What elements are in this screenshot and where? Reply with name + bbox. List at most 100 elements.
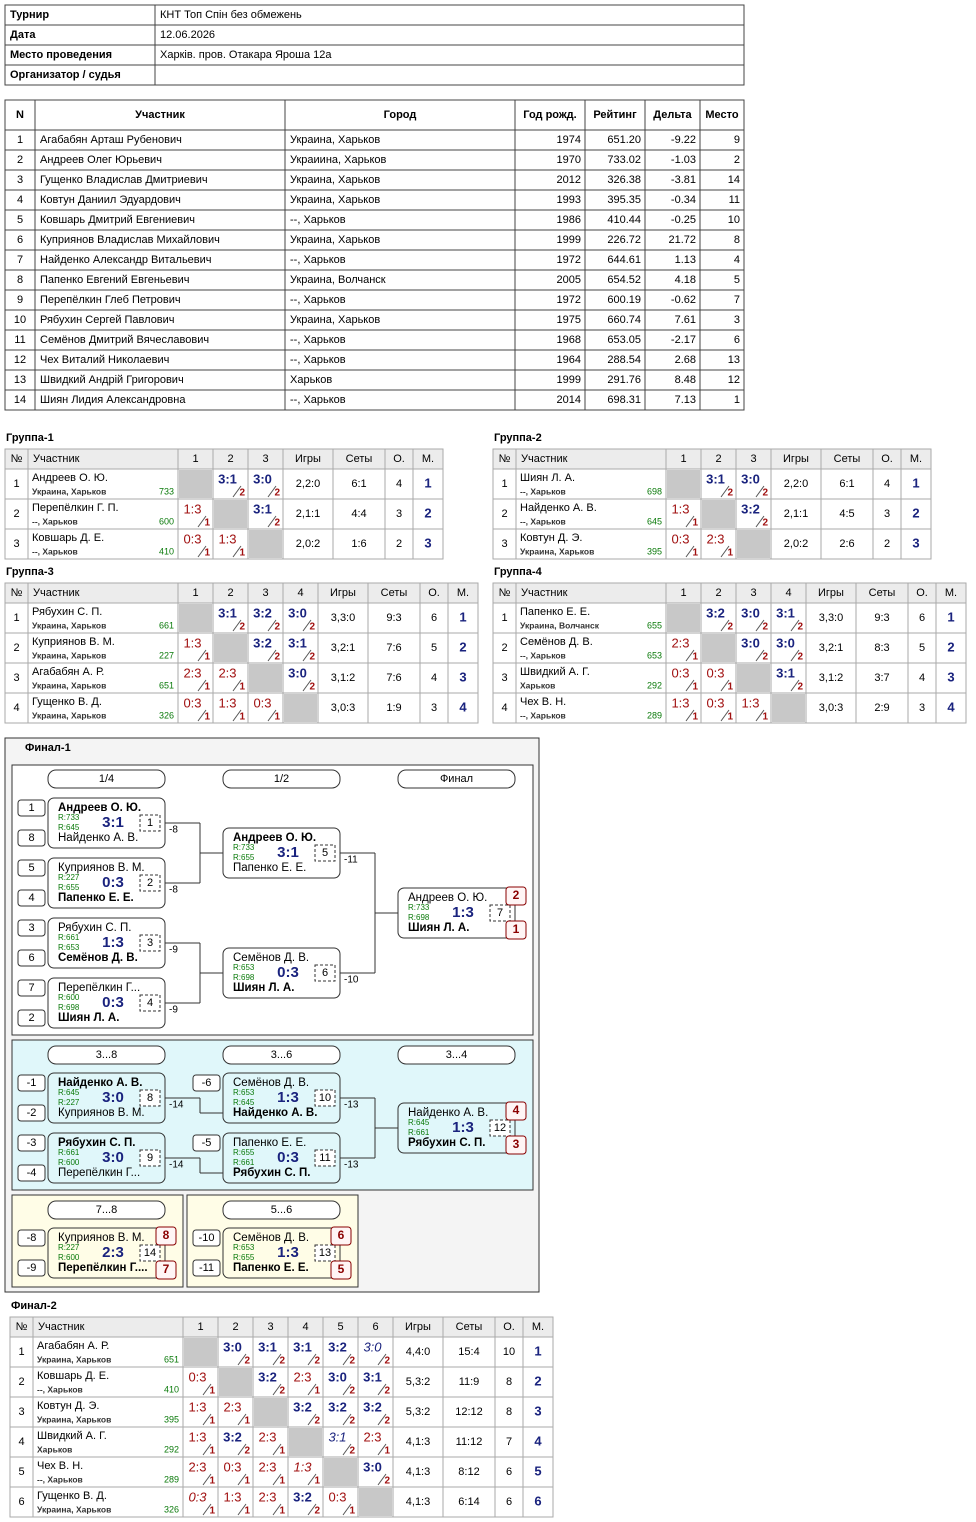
group-cell <box>252 1456 289 1488</box>
player-city: Украина, Харьков <box>32 650 106 660</box>
group-cell <box>515 498 667 530</box>
cell-text: --, Харьков <box>290 254 346 266</box>
group-header: 2 <box>227 587 233 599</box>
group-cell <box>907 602 937 634</box>
match-box <box>47 1132 166 1184</box>
player-name: Папенко Е. Е. <box>233 1262 309 1274</box>
stage-pill <box>47 1200 166 1220</box>
player-rating: R:661 <box>58 933 80 942</box>
diagonal-cell <box>667 470 700 498</box>
group-cell <box>700 528 737 560</box>
group-cell <box>357 1366 394 1398</box>
stage-label: 7...8 <box>96 1204 117 1216</box>
loser-destination: -9 <box>169 945 178 956</box>
match-box <box>222 827 341 879</box>
player-rating: R:698 <box>233 973 255 982</box>
diagonal-cell <box>249 530 282 558</box>
player-rating: 227 <box>159 650 174 660</box>
match-score: 3:0 <box>223 1339 242 1354</box>
match-number: 1 <box>147 817 153 829</box>
group-cell <box>317 602 369 634</box>
final-place: 5 <box>338 1262 345 1276</box>
sets: 2:9 <box>874 702 889 714</box>
match-score: 3:1 <box>218 605 237 620</box>
player-rating: R:645 <box>58 1088 80 1097</box>
row-number: 3 <box>13 538 19 550</box>
score-slash <box>720 679 730 692</box>
match-score: 1:3 <box>277 1089 299 1106</box>
place: 5 <box>534 1463 541 1478</box>
place: 6 <box>534 1493 541 1508</box>
sets: 4:5 <box>839 508 854 520</box>
points: 4 <box>919 672 925 684</box>
group-cell <box>392 1456 444 1488</box>
match-score: 0:3 <box>253 695 271 710</box>
final-place: 6 <box>338 1228 345 1242</box>
seed-label: 8 <box>28 832 34 844</box>
match-score: 3:0 <box>363 1339 382 1354</box>
cell-text: 291.76 <box>607 374 641 386</box>
group-cell <box>419 692 449 724</box>
player-rating: R:733 <box>58 813 80 822</box>
group-header: Игры <box>330 587 356 599</box>
diagonal-cell <box>324 1458 357 1486</box>
match-score: 2:3 <box>363 1429 381 1444</box>
cell-text: 7.13 <box>675 394 696 406</box>
player-city: Украина, Харьков <box>32 620 106 630</box>
match-points: 2 <box>309 652 315 663</box>
cell-text: 1999 <box>557 374 581 386</box>
sets: 8:3 <box>874 642 889 654</box>
match-score: 1:3 <box>218 531 236 546</box>
player-rating: 653 <box>647 650 662 660</box>
score-slash <box>307 1413 317 1426</box>
cell-text: 1.13 <box>675 254 696 266</box>
score-slash <box>342 1413 352 1426</box>
group-cell <box>217 1486 254 1518</box>
match-score: 3:1 <box>277 844 299 861</box>
group-cell <box>252 1426 289 1458</box>
points: 2 <box>884 538 890 550</box>
group-cell <box>665 662 702 694</box>
cell-text: --, Харьков <box>290 394 346 406</box>
player-rating: R:227 <box>58 1243 80 1252</box>
player-city: Украина, Волчанск <box>520 620 600 630</box>
group-header: Участник <box>33 453 80 465</box>
match-points: 2 <box>384 1356 390 1367</box>
group-cell <box>412 468 444 500</box>
score-slash <box>307 1473 317 1486</box>
place-box <box>330 1260 352 1280</box>
score-slash <box>232 619 242 632</box>
player-name: Швидкий А. Г. <box>37 1430 107 1442</box>
group-cell <box>700 468 737 500</box>
points: 3 <box>919 702 925 714</box>
row-number: 3 <box>501 538 507 550</box>
group-header: Игры <box>818 587 844 599</box>
cell-text: Семёнов Дмитрий Вячеславович <box>40 334 209 346</box>
seed-box <box>17 859 46 877</box>
match-points: 2 <box>279 1386 285 1397</box>
score-slash <box>232 485 242 498</box>
player-name: Швидкий А. Г. <box>520 666 590 678</box>
group-cell <box>357 1426 394 1458</box>
match-score: 0:3 <box>102 994 124 1011</box>
final1-title: Финал-1 <box>25 742 71 754</box>
player-name: Агабабян А. Р. <box>37 1340 109 1352</box>
score-slash <box>307 1353 317 1366</box>
group-cell <box>515 468 667 500</box>
score-slash <box>377 1383 387 1396</box>
match-points: 1 <box>384 1446 390 1457</box>
match-score: 3:0 <box>102 1089 124 1106</box>
group-header: 1 <box>192 587 198 599</box>
match-points: 2 <box>727 622 733 633</box>
match-points: 2 <box>349 1416 355 1427</box>
row-number: 5 <box>18 1466 24 1478</box>
group-cell <box>665 528 702 560</box>
sets: 12:12 <box>455 1406 483 1418</box>
player-rating: R:698 <box>58 1003 80 1012</box>
info-value-cell <box>154 24 745 46</box>
player-name: Рябухин С. П. <box>58 1137 135 1149</box>
group-cell <box>282 528 334 560</box>
place-box <box>330 1226 352 1246</box>
match-points: 1 <box>244 1416 250 1427</box>
match-score: 3:0 <box>288 605 307 620</box>
